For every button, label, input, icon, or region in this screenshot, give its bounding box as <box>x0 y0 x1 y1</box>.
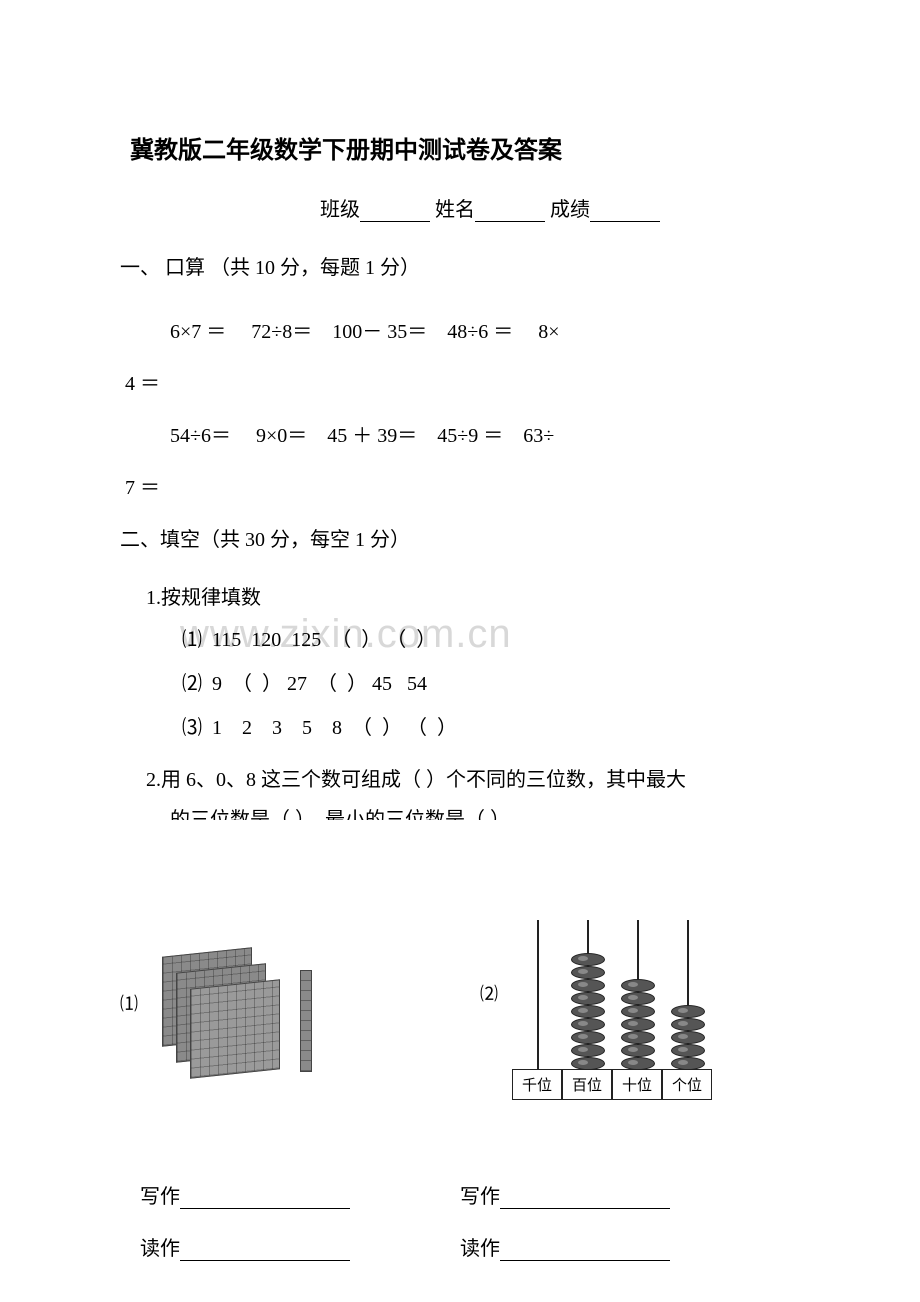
section1-head: 一、 口算 （共 10 分，每题 1 分） <box>120 252 800 284</box>
abacus-bead <box>621 1005 655 1018</box>
write-row-1: 写作 写作 <box>120 1180 800 1209</box>
abacus-bead <box>671 1044 705 1057</box>
write-blank-1 <box>180 1189 350 1209</box>
hundred-block <box>190 979 280 1078</box>
abacus-bead <box>571 992 605 1005</box>
abacus-bead <box>571 953 605 966</box>
q1-head: 1.按规律填数 <box>120 578 800 618</box>
q1-sub1: ⑴ 115 120 125 （ ） （ ） <box>120 618 800 662</box>
class-blank <box>360 202 430 222</box>
figure-2: ⑵ 千位 百位 十位 个位 <box>480 920 800 1100</box>
abacus-rod-ten <box>637 920 639 1070</box>
read-blank-2 <box>500 1241 670 1261</box>
abacus-rod-one <box>687 920 689 1070</box>
name-blank <box>475 202 545 222</box>
abacus-bead <box>571 966 605 979</box>
abacus-bead <box>671 1005 705 1018</box>
score-label: 成绩 <box>550 199 590 221</box>
abacus-col-thousand: 千位 <box>512 1069 562 1100</box>
abacus-col-ten: 十位 <box>612 1069 662 1100</box>
q1-sub3-label: ⑶ <box>182 717 202 739</box>
q1-sub2-text: 9 （ ） 27 （ ） 45 54 <box>202 673 427 695</box>
write-label-2: 写作 <box>460 1186 500 1208</box>
abacus-col-one: 个位 <box>662 1069 712 1100</box>
abacus-bead <box>571 1044 605 1057</box>
section2-head: 二、填空（共 30 分，每空 1 分） <box>120 524 800 556</box>
read-label-1: 读作 <box>140 1238 180 1260</box>
abacus-bead <box>671 1031 705 1044</box>
math-row-2-wrap: 7 ＝ <box>120 462 800 514</box>
abacus-rod-hundred <box>587 920 589 1070</box>
abacus-bead <box>571 1031 605 1044</box>
q1-sub3: ⑶ 1 2 3 5 8 （ ） （ ） <box>120 706 800 750</box>
read-blank-1 <box>180 1241 350 1261</box>
abacus-graphic: 千位 百位 十位 个位 <box>502 920 732 1100</box>
math-row-2: 54÷6＝ 9×0＝ 45 ＋ 39＝ 45÷9 ＝ 63÷ <box>120 410 800 462</box>
abacus-col-hundred: 百位 <box>562 1069 612 1100</box>
figures-row: ⑴ ⑵ 千位 百位 十位 个位 <box>120 920 800 1100</box>
q1-sub1-text: 115 120 125 （ ） （ ） <box>202 629 436 651</box>
read-row-1: 读作 读作 <box>120 1232 800 1261</box>
document-content: 冀教版二年级数学下册期中测试卷及答案 班级 姓名 成绩 一、 口算 （共 10 … <box>120 130 800 840</box>
abacus-bead <box>621 1031 655 1044</box>
q2-line: 2.用 6、0、8 这三个数可组成（ ）个不同的三位数，其中最大 <box>120 760 800 800</box>
student-info-line: 班级 姓名 成绩 <box>120 193 800 222</box>
q1-sub1-label: ⑴ <box>182 629 202 651</box>
math-row-1: 6×7 ＝ 72÷8＝ 100－ 35＝ 48÷6 ＝ 8× <box>120 306 800 358</box>
score-blank <box>590 202 660 222</box>
abacus-bead <box>621 1018 655 1031</box>
q2-wrap: 的三位数是（ ），最小的三位数是（ ） <box>120 800 800 840</box>
abacus-bead <box>671 1018 705 1031</box>
write-blank-2 <box>500 1189 670 1209</box>
abacus-bead <box>621 992 655 1005</box>
abacus-rod-thousand <box>537 920 539 1070</box>
blocks-graphic <box>152 940 322 1090</box>
abacus-bead <box>571 1018 605 1031</box>
figure-1-label: ⑴ <box>120 990 138 1016</box>
abacus-bead <box>621 979 655 992</box>
abacus-labels-row: 千位 百位 十位 个位 <box>512 1069 712 1100</box>
figure-2-label: ⑵ <box>480 980 498 1006</box>
q1-sub2-label: ⑵ <box>182 673 202 695</box>
ten-rod <box>300 970 312 1072</box>
abacus-bead <box>621 1044 655 1057</box>
math-row-1-wrap: 4 ＝ <box>120 358 800 410</box>
abacus-bead <box>571 979 605 992</box>
q1-sub3-text: 1 2 3 5 8 （ ） （ ） <box>202 717 457 739</box>
page-title: 冀教版二年级数学下册期中测试卷及答案 <box>120 130 800 165</box>
abacus-bead <box>571 1005 605 1018</box>
class-label: 班级 <box>320 199 360 221</box>
q1-sub2: ⑵ 9 （ ） 27 （ ） 45 54 <box>120 662 800 706</box>
write-label-1: 写作 <box>140 1186 180 1208</box>
read-label-2: 读作 <box>460 1238 500 1260</box>
figure-1: ⑴ <box>120 920 440 1100</box>
name-label: 姓名 <box>435 199 475 221</box>
